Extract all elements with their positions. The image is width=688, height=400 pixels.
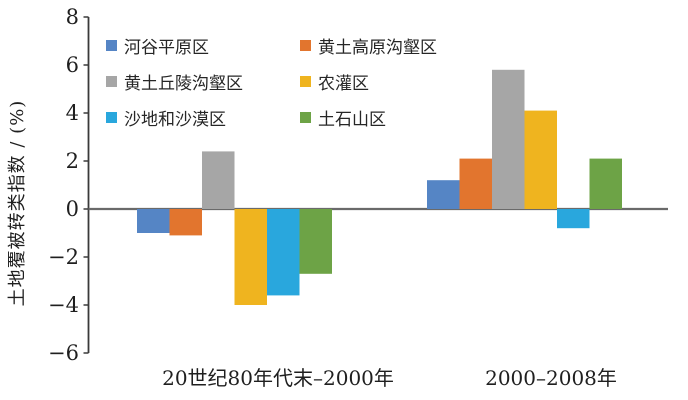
bar-series1-group0 (169, 209, 202, 236)
legend-swatch-icon (300, 39, 311, 51)
bar-series4-group0 (267, 209, 300, 296)
legend: 河谷平原区 黄土高原沟壑区 黄土丘陵沟壑区 农灌区 沙地和沙漠区 土石山区 (106, 34, 437, 130)
legend-label: 沙地和沙漠区 (124, 109, 226, 130)
legend-swatch-icon (106, 39, 117, 51)
y-tick-label: 8 (66, 5, 79, 29)
y-tick-label: 2 (66, 149, 79, 173)
x-category-label-2: 2000–2008年 (485, 366, 617, 390)
bar-series5-group0 (299, 209, 332, 274)
y-tick-label: 6 (66, 53, 79, 77)
y-tick-label: −2 (48, 245, 79, 269)
bar-series5-group1 (589, 158, 622, 209)
bar-series3-group1 (524, 110, 557, 209)
legend-label: 河谷平原区 (124, 37, 209, 58)
legend-item-irrigated-area: 农灌区 (300, 70, 437, 94)
bar-series0-group1 (427, 180, 460, 209)
x-category-label-1: 20世纪80年代末–2000年 (162, 366, 394, 390)
legend-label: 黄土丘陵沟壑区 (124, 73, 243, 94)
legend-swatch-icon (106, 75, 117, 87)
legend-swatch-icon (300, 111, 311, 123)
legend-item-valley-plain: 河谷平原区 (106, 34, 300, 58)
bar-series2-group1 (492, 69, 525, 209)
legend-label: 土石山区 (318, 109, 386, 130)
y-tick-label: −6 (48, 341, 79, 365)
legend-item-loess-hilly-gully: 黄土丘陵沟壑区 (106, 70, 300, 94)
bar-series1-group1 (459, 158, 492, 209)
bar-series4-group1 (557, 209, 590, 229)
y-tick-label: 4 (66, 101, 79, 125)
legend-swatch-icon (300, 75, 311, 87)
legend-swatch-icon (106, 111, 117, 123)
y-tick-label: −4 (48, 293, 79, 317)
legend-item-loess-plateau-gully: 黄土高原沟壑区 (300, 34, 437, 58)
y-tick-label: 0 (66, 197, 79, 221)
legend-item-rocky-mountain: 土石山区 (300, 106, 437, 130)
legend-item-sandy-desert: 沙地和沙漠区 (106, 106, 300, 130)
legend-label: 黄土高原沟壑区 (318, 37, 437, 58)
bar-series0-group0 (137, 209, 170, 233)
bar-series2-group0 (202, 151, 235, 209)
bar-series3-group0 (234, 209, 267, 305)
y-axis-title: 土地覆被转类指数 / (%) (7, 99, 28, 307)
legend-label: 农灌区 (318, 73, 369, 94)
